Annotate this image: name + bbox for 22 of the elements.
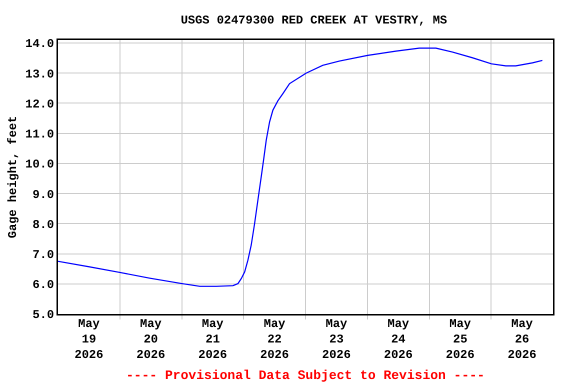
y-tick-label: 6.0 <box>32 278 54 292</box>
x-tick-label: May 21 2026 <box>198 317 228 362</box>
y-tick-label: 9.0 <box>32 188 54 202</box>
chart-title: USGS 02479300 RED CREEK AT VESTRY, MS <box>180 13 448 28</box>
y-tick-label: 8.0 <box>32 218 54 232</box>
y-tick-label: 11.0 <box>25 128 54 142</box>
y-tick-label: 13.0 <box>25 67 54 82</box>
x-tick-label: May 23 2026 <box>322 317 351 362</box>
x-tick-label: May 24 2026 <box>384 317 413 362</box>
text: ---- Provisional Data Subject to Revision ---- <box>126 368 485 383</box>
x-tick-label: May 20 2026 <box>136 317 166 362</box>
y-axis-title: Gage height, feet <box>6 116 20 238</box>
y-tick-label: 5.0 <box>32 308 54 322</box>
x-tick-label: May 26 2026 <box>508 317 536 362</box>
y-tick-label: 14.0 <box>25 37 54 52</box>
y-tick-label: 7.0 <box>32 248 54 262</box>
x-tick-label: May 19 2026 <box>74 317 104 362</box>
x-tick-label: May 25 2026 <box>446 317 475 362</box>
x-tick-label: May 22 2026 <box>260 317 289 362</box>
line-series <box>58 48 543 287</box>
y-tick-label: 10.0 <box>25 158 54 172</box>
y-tick-label: 12.0 <box>25 97 54 112</box>
